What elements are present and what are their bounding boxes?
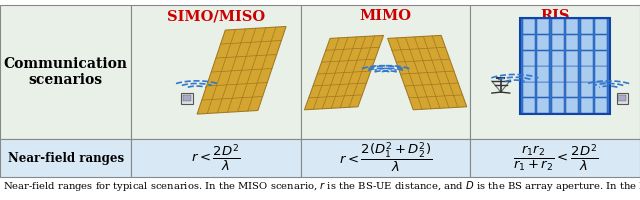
Text: RIS: RIS — [540, 9, 570, 23]
Bar — [552, 19, 564, 34]
Bar — [580, 19, 593, 34]
Text: $r < \dfrac{2(D_1^2+D_2^2)}{\lambda}$: $r < \dfrac{2(D_1^2+D_2^2)}{\lambda}$ — [339, 141, 432, 175]
Bar — [537, 82, 549, 97]
Bar — [580, 51, 593, 66]
Bar — [595, 35, 607, 50]
Bar — [131, 5, 301, 139]
Bar — [552, 51, 564, 66]
Bar — [552, 98, 564, 113]
Bar — [522, 51, 534, 66]
Polygon shape — [197, 26, 286, 114]
Text: $\dfrac{r_1 r_2}{r_1+r_2} < \dfrac{2D^2}{\lambda}$: $\dfrac{r_1 r_2}{r_1+r_2} < \dfrac{2D^2}… — [513, 143, 598, 173]
Bar — [182, 93, 193, 104]
Bar — [537, 35, 549, 50]
Bar — [595, 19, 607, 34]
Bar — [595, 82, 607, 97]
Bar — [537, 51, 549, 66]
Bar — [301, 5, 470, 139]
Bar — [595, 66, 607, 82]
Bar — [537, 19, 549, 34]
Bar — [522, 35, 534, 50]
Bar — [552, 82, 564, 97]
Bar — [183, 95, 191, 101]
Bar — [0, 139, 131, 177]
Bar — [520, 18, 610, 114]
Bar — [470, 139, 640, 177]
Bar — [522, 98, 534, 113]
Bar — [131, 139, 301, 177]
Bar — [595, 98, 607, 113]
Bar — [566, 35, 578, 50]
Bar — [522, 66, 534, 82]
Text: Communication
scenarios: Communication scenarios — [4, 57, 127, 87]
Text: SIMO/MISO: SIMO/MISO — [167, 9, 265, 23]
Bar — [552, 35, 564, 50]
Polygon shape — [305, 35, 383, 110]
Bar — [595, 51, 607, 66]
Bar — [537, 66, 549, 82]
Bar — [566, 82, 578, 97]
Bar — [580, 66, 593, 82]
Bar — [552, 66, 564, 82]
Bar — [566, 66, 578, 82]
Text: $r < \dfrac{2D^2}{\lambda}$: $r < \dfrac{2D^2}{\lambda}$ — [191, 143, 241, 173]
Polygon shape — [388, 35, 467, 110]
Bar — [566, 98, 578, 113]
Bar — [580, 98, 593, 113]
Bar — [301, 139, 470, 177]
Bar — [618, 95, 627, 101]
Bar — [617, 93, 628, 104]
Bar — [580, 35, 593, 50]
Bar — [522, 19, 534, 34]
Text: MIMO: MIMO — [360, 9, 412, 23]
Text: Near-field ranges: Near-field ranges — [8, 152, 124, 165]
Bar — [566, 19, 578, 34]
Bar — [470, 5, 640, 139]
Bar — [0, 5, 131, 139]
Bar — [537, 98, 549, 113]
Bar — [580, 82, 593, 97]
Bar — [566, 51, 578, 66]
Text: Near-field ranges for typical scenarios. In the MISO scenario, $r$ is the BS-UE : Near-field ranges for typical scenarios.… — [3, 179, 640, 193]
Bar — [522, 82, 534, 97]
